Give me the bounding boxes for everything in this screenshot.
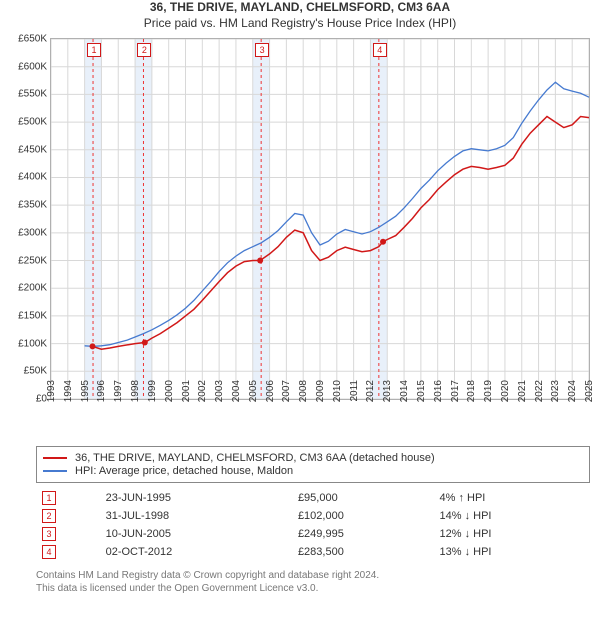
x-tick-label: 2015 — [416, 380, 427, 402]
x-tick-label: 2007 — [281, 380, 292, 402]
table-row: 2 31-JUL-1998£102,00014% ↓ HPI — [36, 507, 590, 525]
legend-row-hpi: HPI: Average price, detached house, Mald… — [43, 465, 583, 477]
x-tick-label: 2012 — [365, 380, 376, 402]
footer: Contains HM Land Registry data © Crown c… — [36, 569, 590, 595]
x-tick-label: 2021 — [517, 380, 528, 402]
x-tick-label: 2001 — [181, 380, 192, 402]
table-row: 4 02-OCT-2012£283,50013% ↓ HPI — [36, 543, 590, 561]
x-tick-label: 1998 — [130, 380, 141, 402]
y-tick-label: £100K — [18, 338, 47, 349]
sale-price: £95,000 — [292, 489, 434, 507]
x-tick-label: 2016 — [433, 380, 444, 402]
y-tick-label: £450K — [18, 144, 47, 155]
sale-delta: 4% ↑ HPI — [434, 489, 590, 507]
sale-delta: 12% ↓ HPI — [434, 525, 590, 543]
x-tick-label: 2010 — [332, 380, 343, 402]
x-tick-label: 2013 — [382, 380, 393, 402]
x-tick-label: 2006 — [265, 380, 276, 402]
x-tick-label: 2019 — [483, 380, 494, 402]
y-tick-label: £600K — [18, 61, 47, 72]
footer-line-2: This data is licensed under the Open Gov… — [36, 582, 590, 595]
sale-price: £102,000 — [292, 507, 434, 525]
swatch-blue — [43, 470, 67, 472]
x-tick-label: 2014 — [399, 380, 410, 402]
x-tick-label: 1995 — [80, 380, 91, 402]
y-tick-label: £550K — [18, 89, 47, 100]
table-row: 3 10-JUN-2005£249,99512% ↓ HPI — [36, 525, 590, 543]
sale-marker-cell: 4 — [42, 545, 56, 559]
sales-table: 1 23-JUN-1995£95,0004% ↑ HPI 2 31-JUL-1998£… — [36, 489, 590, 561]
x-tick-label: 2018 — [466, 380, 477, 402]
y-tick-label: £250K — [18, 255, 47, 266]
y-tick-label: £300K — [18, 227, 47, 238]
x-tick-label: 2008 — [298, 380, 309, 402]
x-tick-label: 2002 — [197, 380, 208, 402]
legend-label-subject: 36, THE DRIVE, MAYLAND, CHELMSFORD, CM3 … — [75, 452, 435, 464]
sale-marker-cell: 3 — [42, 527, 56, 541]
sale-delta: 13% ↓ HPI — [434, 543, 590, 561]
legend-row-subject: 36, THE DRIVE, MAYLAND, CHELMSFORD, CM3 … — [43, 452, 583, 464]
y-tick-label: £50K — [24, 366, 47, 377]
sale-date: 02-OCT-2012 — [100, 543, 292, 561]
x-tick-label: 2005 — [248, 380, 259, 402]
page-title: 36, THE DRIVE, MAYLAND, CHELMSFORD, CM3 … — [0, 0, 600, 14]
table-row: 1 23-JUN-1995£95,0004% ↑ HPI — [36, 489, 590, 507]
x-tick-label: 2003 — [214, 380, 225, 402]
y-tick-label: £150K — [18, 310, 47, 321]
x-tick-label: 1996 — [96, 380, 107, 402]
sale-date: 31-JUL-1998 — [100, 507, 292, 525]
sale-price: £283,500 — [292, 543, 434, 561]
x-tick-label: 1994 — [63, 380, 74, 402]
x-tick-label: 1999 — [147, 380, 158, 402]
sale-date: 23-JUN-1995 — [100, 489, 292, 507]
x-tick-label: 2004 — [231, 380, 242, 402]
sale-price: £249,995 — [292, 525, 434, 543]
x-tick-label: 2000 — [164, 380, 175, 402]
footer-line-1: Contains HM Land Registry data © Crown c… — [36, 569, 590, 582]
x-tick-label: 2024 — [567, 380, 578, 402]
sale-marker-cell: 2 — [42, 509, 56, 523]
legend-label-hpi: HPI: Average price, detached house, Mald… — [75, 465, 293, 477]
sale-marker: 3 — [255, 43, 269, 57]
x-tick-label: 2009 — [315, 380, 326, 402]
sale-date: 10-JUN-2005 — [100, 525, 292, 543]
sale-marker-cell: 1 — [42, 491, 56, 505]
x-tick-label: 1993 — [46, 380, 57, 402]
page-subtitle: Price paid vs. HM Land Registry's House … — [0, 16, 600, 30]
swatch-red — [43, 457, 67, 459]
y-tick-label: £650K — [18, 34, 47, 45]
page: 36, THE DRIVE, MAYLAND, CHELMSFORD, CM3 … — [0, 0, 600, 620]
price-chart: £0£50K£100K£150K£200K£250K£300K£350K£400… — [50, 38, 590, 400]
x-tick-label: 2023 — [550, 380, 561, 402]
x-tick-label: 2011 — [349, 380, 360, 402]
x-tick-label: 1997 — [113, 380, 124, 402]
y-tick-label: £500K — [18, 117, 47, 128]
plot-svg — [51, 39, 589, 399]
y-tick-label: £200K — [18, 283, 47, 294]
x-tick-label: 2022 — [534, 380, 545, 402]
y-tick-label: £400K — [18, 172, 47, 183]
sale-marker: 1 — [87, 43, 101, 57]
x-tick-label: 2017 — [450, 380, 461, 402]
legend: 36, THE DRIVE, MAYLAND, CHELMSFORD, CM3 … — [36, 446, 590, 483]
x-tick-label: 2020 — [500, 380, 511, 402]
sale-marker: 4 — [373, 43, 387, 57]
sale-marker: 2 — [137, 43, 151, 57]
sale-delta: 14% ↓ HPI — [434, 507, 590, 525]
x-axis-labels: 1993199419951996199719981999200020012002… — [50, 380, 590, 420]
x-tick-label: 2025 — [584, 380, 595, 402]
y-tick-label: £350K — [18, 200, 47, 211]
